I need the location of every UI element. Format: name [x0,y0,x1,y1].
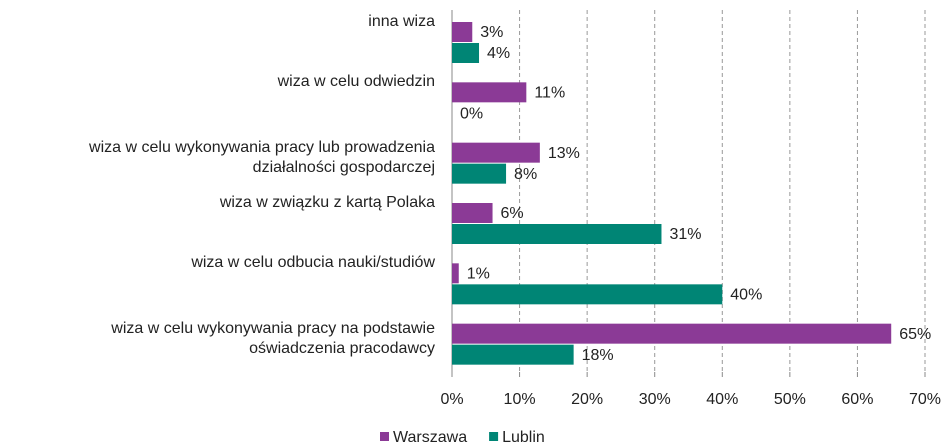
data-label: 40% [730,287,762,304]
category-label: wiza w celu odwiedzin [277,73,435,91]
bar [452,263,459,284]
x-tick-label: 60% [841,391,873,408]
x-tick-label: 10% [504,391,536,408]
bar [452,323,892,344]
bar [452,284,723,305]
data-label: 13% [548,145,580,162]
legend-swatch [380,432,389,441]
data-label: 11% [534,85,565,102]
x-tick-label: 20% [571,391,603,408]
data-label: 8% [514,166,537,183]
data-label: 18% [582,347,614,364]
x-tick-label: 40% [706,391,738,408]
category-label: wiza w celu wykonywania pracy na podstaw… [111,319,435,357]
category-label: wiza w celu wykonywania pracy lub prowad… [89,138,435,176]
data-label: 0% [460,106,483,123]
bar [452,224,662,244]
data-label: 6% [501,205,524,222]
bar [452,43,480,63]
data-label: 65% [899,326,931,343]
data-label: 3% [480,24,503,41]
bar [452,82,527,103]
data-label: 4% [487,45,510,62]
data-label: 31% [669,226,701,243]
x-tick-label: 0% [440,391,463,408]
data-label: 1% [467,266,490,283]
category-label: wiza w związku z kartą Polaka [219,194,435,211]
category-label: inna wiza [368,13,435,30]
bar [452,203,493,223]
legend-label: Warszawa [393,429,467,446]
bar [452,22,473,42]
legend-swatch [489,432,499,441]
x-tick-label: 70% [909,391,941,408]
legend-label: Lublin [502,429,545,446]
category-label: wiza w celu odbucia nauki/studiów [191,254,435,272]
bar [452,163,507,184]
x-tick-label: 30% [639,391,671,408]
x-tick-label: 50% [774,391,806,408]
bar [452,142,540,163]
bar [452,344,574,365]
